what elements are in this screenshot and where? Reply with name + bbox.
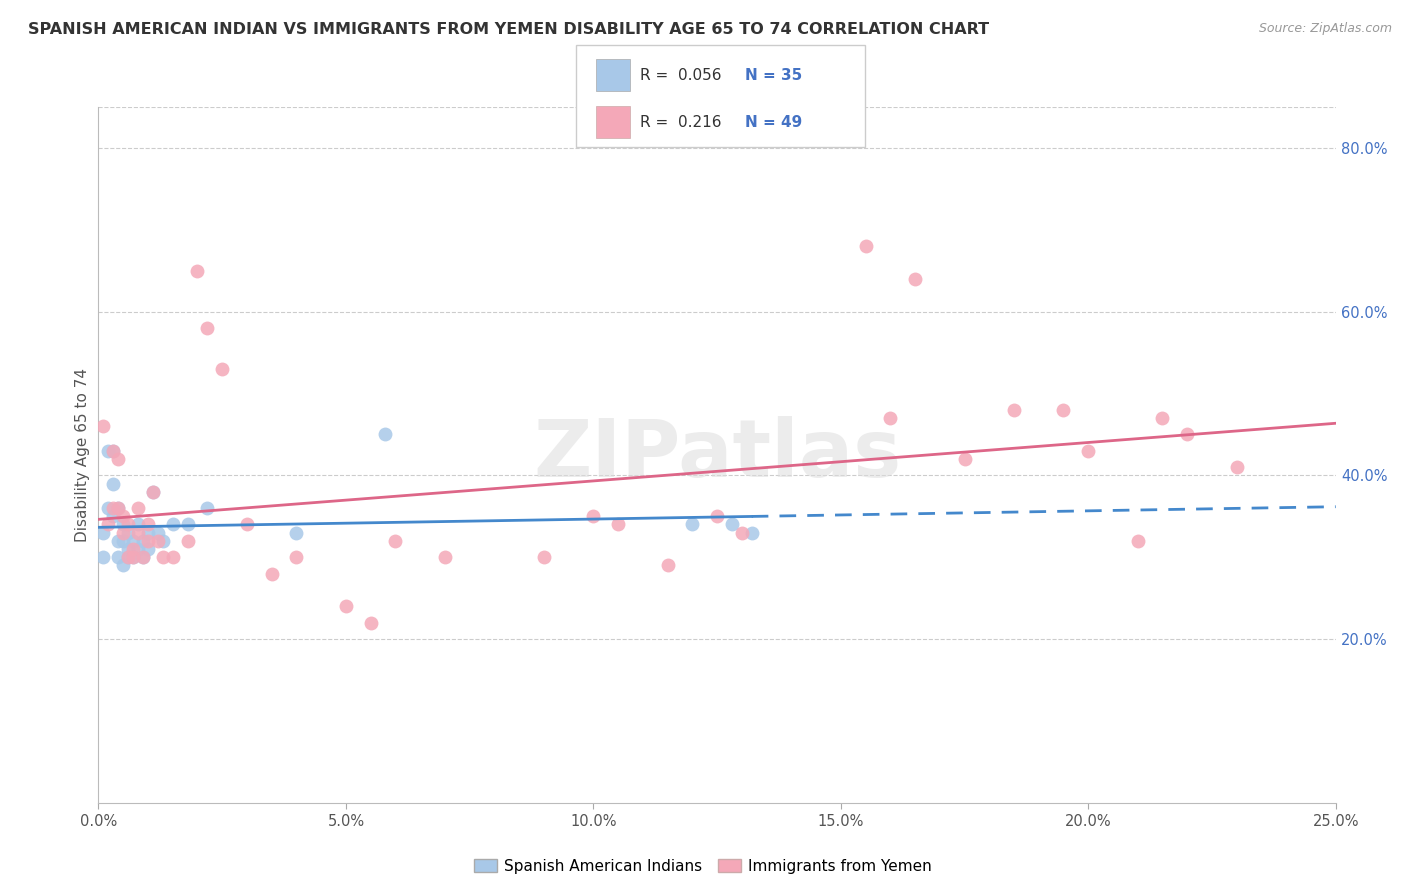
Point xyxy=(176,517,198,532)
Text: N = 49: N = 49 xyxy=(745,114,803,129)
Point xyxy=(136,533,159,548)
Point xyxy=(582,509,605,524)
Point xyxy=(112,533,135,548)
Point xyxy=(122,550,145,565)
Point xyxy=(103,443,125,458)
Point xyxy=(384,533,406,548)
Point xyxy=(107,533,129,548)
Point xyxy=(953,452,976,467)
Point xyxy=(136,542,159,557)
Point xyxy=(103,476,125,491)
Point xyxy=(1002,403,1025,417)
Point xyxy=(107,501,129,516)
Point xyxy=(127,517,149,532)
Point xyxy=(162,517,184,532)
Text: Source: ZipAtlas.com: Source: ZipAtlas.com xyxy=(1258,22,1392,36)
Point xyxy=(879,411,901,425)
Point xyxy=(374,427,396,442)
Point xyxy=(721,517,744,532)
Point xyxy=(285,550,308,565)
Point xyxy=(1077,443,1099,458)
Point xyxy=(260,566,283,581)
Point xyxy=(146,533,169,548)
Point xyxy=(162,550,184,565)
Point xyxy=(112,509,135,524)
Point xyxy=(122,550,145,565)
Point xyxy=(176,533,198,548)
Point xyxy=(1052,403,1074,417)
Legend: Spanish American Indians, Immigrants from Yemen: Spanish American Indians, Immigrants fro… xyxy=(468,853,938,880)
Point xyxy=(93,525,115,540)
Point xyxy=(1175,427,1198,442)
Point xyxy=(360,615,382,630)
Point xyxy=(122,542,145,557)
Point xyxy=(107,501,129,516)
Point xyxy=(607,517,630,532)
Point xyxy=(127,542,149,557)
Point xyxy=(433,550,456,565)
Point xyxy=(103,509,125,524)
Point xyxy=(335,599,357,614)
Point xyxy=(195,321,218,335)
Point xyxy=(117,517,139,532)
Point xyxy=(103,501,125,516)
Point xyxy=(1226,460,1249,475)
Point xyxy=(142,484,165,499)
Point xyxy=(117,550,139,565)
Point xyxy=(107,550,129,565)
Point xyxy=(127,525,149,540)
Point xyxy=(211,362,233,376)
Point xyxy=(112,525,135,540)
Point xyxy=(1126,533,1149,548)
Point xyxy=(657,558,679,573)
Point xyxy=(112,558,135,573)
Point xyxy=(236,517,259,532)
Point xyxy=(97,517,120,532)
Point xyxy=(152,550,174,565)
Point xyxy=(97,443,120,458)
Point xyxy=(97,501,120,516)
Point xyxy=(186,264,208,278)
Point xyxy=(127,501,149,516)
Point xyxy=(706,509,728,524)
Point xyxy=(132,550,155,565)
Text: R =  0.216: R = 0.216 xyxy=(640,114,721,129)
Text: R =  0.056: R = 0.056 xyxy=(640,68,721,83)
Point xyxy=(731,525,754,540)
Point xyxy=(741,525,763,540)
Point xyxy=(533,550,555,565)
Point xyxy=(132,533,155,548)
Point xyxy=(117,550,139,565)
Y-axis label: Disability Age 65 to 74: Disability Age 65 to 74 xyxy=(75,368,90,542)
Point xyxy=(107,452,129,467)
Point xyxy=(152,533,174,548)
Point xyxy=(285,525,308,540)
Point xyxy=(117,542,139,557)
Point xyxy=(103,443,125,458)
Point xyxy=(142,484,165,499)
Point xyxy=(855,239,877,253)
Point xyxy=(136,517,159,532)
Text: N = 35: N = 35 xyxy=(745,68,803,83)
Text: SPANISH AMERICAN INDIAN VS IMMIGRANTS FROM YEMEN DISABILITY AGE 65 TO 74 CORRELA: SPANISH AMERICAN INDIAN VS IMMIGRANTS FR… xyxy=(28,22,990,37)
Text: ZIPatlas: ZIPatlas xyxy=(533,416,901,494)
Point xyxy=(904,272,927,286)
Point xyxy=(136,525,159,540)
Point xyxy=(93,419,115,434)
Point xyxy=(122,533,145,548)
Point xyxy=(132,550,155,565)
Point xyxy=(117,525,139,540)
Point xyxy=(112,517,135,532)
Point xyxy=(146,525,169,540)
Point xyxy=(1152,411,1174,425)
Point xyxy=(681,517,703,532)
Point xyxy=(93,550,115,565)
Point xyxy=(195,501,218,516)
